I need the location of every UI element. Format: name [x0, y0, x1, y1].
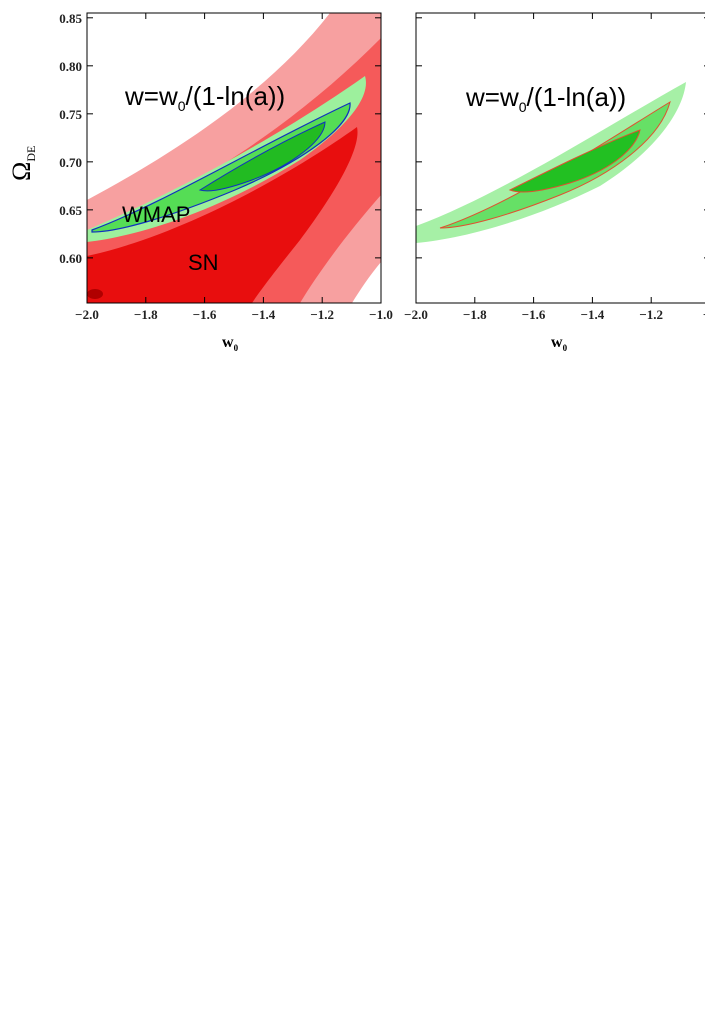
y-tick-label: 0.75	[59, 107, 82, 122]
x-tick-label: −1.2	[310, 307, 334, 322]
x-tick-label: −1.2	[639, 307, 663, 322]
x-tick-label: −2.0	[75, 307, 99, 322]
y-tick-label: 0.85	[59, 11, 82, 26]
x-tick-label: −1.8	[463, 307, 487, 322]
plot-frame	[415, 12, 705, 304]
wmap-1sigma	[198, 121, 326, 192]
ann-rest: /(1-ln(a))	[186, 81, 286, 111]
ann-main: w=w	[124, 81, 178, 111]
wmap-3sigma	[87, 76, 366, 242]
x-tick-label: −1.6	[193, 307, 217, 322]
x-tick-label: −1.4	[581, 307, 605, 322]
y-tick-label: 0.70	[59, 155, 82, 170]
ann-main: w=w	[465, 82, 519, 112]
right-contours	[416, 82, 686, 243]
x-label-sub: 0	[234, 343, 239, 353]
joint-3sigma	[416, 82, 686, 243]
sn-blob	[87, 289, 103, 299]
annotation: w=w0/(1-ln(a))	[124, 81, 285, 114]
x-tick-label: −1.6	[522, 307, 546, 322]
y-tick-label: 0.65	[59, 203, 82, 218]
wmap-2sigma	[91, 102, 351, 233]
y-label-main: Ω	[7, 162, 36, 181]
ann-sub: 0	[178, 98, 186, 114]
x-tick-label: −2.0	[404, 307, 428, 322]
x-axis-label: w0	[551, 334, 568, 353]
sn-1sigma	[87, 127, 358, 303]
region-label: SN	[188, 250, 219, 275]
x-tick-label: −1.0	[369, 307, 393, 322]
x-tick-label: −1	[703, 307, 705, 322]
y-axis-label: ΩDE	[7, 146, 38, 181]
region-label: WMAP	[122, 202, 190, 227]
joint-1sigma	[508, 129, 641, 193]
x-label-main: w	[551, 334, 563, 351]
ann-rest: /(1-ln(a))	[527, 82, 627, 112]
y-label-sub: DE	[24, 146, 38, 162]
left-contours	[87, 13, 381, 303]
annotation: w=w0/(1-ln(a))	[465, 82, 626, 115]
ann-sub: 0	[519, 99, 527, 115]
x-label-sub: 0	[563, 343, 568, 353]
x-label-main: w	[222, 334, 234, 351]
x-tick-label: −1.8	[134, 307, 158, 322]
y-tick-label: 0.80	[59, 59, 82, 74]
x-tick-label: −1.4	[252, 307, 276, 322]
x-axis-label: w0	[222, 334, 239, 353]
y-tick-label: 0.60	[59, 251, 82, 266]
plot-frame	[86, 12, 382, 304]
